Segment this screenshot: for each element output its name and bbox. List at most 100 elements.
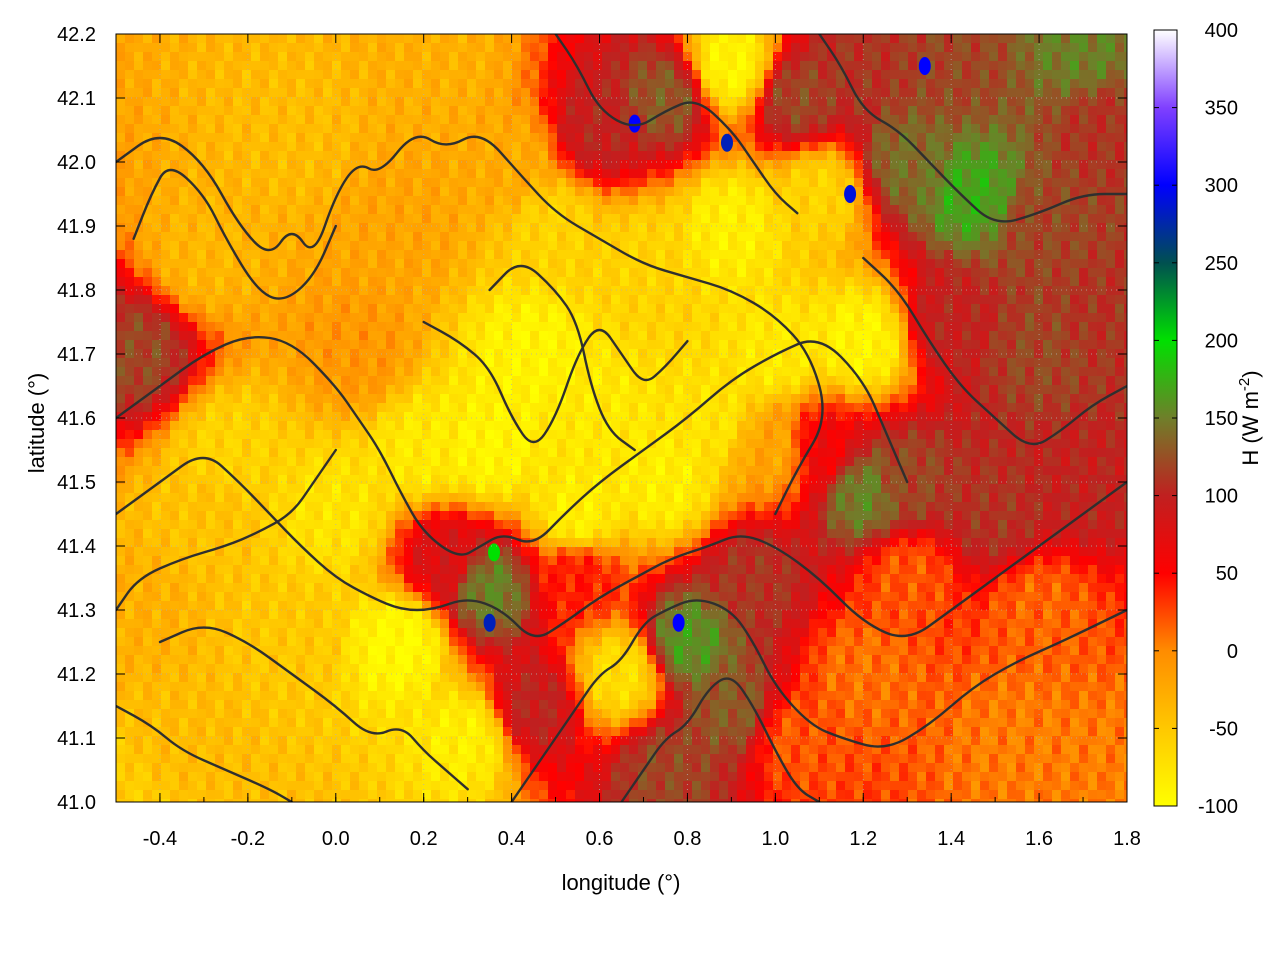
heatmap-cell — [431, 169, 441, 179]
heatmap-cell — [530, 205, 540, 215]
heatmap-cell — [125, 106, 135, 116]
heatmap-cell — [1115, 178, 1125, 188]
heatmap-cell — [611, 142, 621, 152]
heatmap-cell — [1043, 232, 1053, 242]
heatmap-cell — [332, 43, 342, 53]
heatmap-cell — [899, 34, 909, 44]
heatmap-cell — [674, 223, 684, 233]
heatmap-cell — [944, 88, 954, 98]
heatmap-cell — [125, 349, 135, 359]
heatmap-cell — [926, 286, 936, 296]
heatmap-cell — [989, 133, 999, 143]
heatmap-cell — [170, 97, 180, 107]
heatmap-cell — [413, 232, 423, 242]
heatmap-cell — [656, 142, 666, 152]
heatmap-cell — [1061, 394, 1071, 404]
heatmap-cell — [620, 88, 630, 98]
heatmap-cell — [575, 241, 585, 251]
heatmap-cell — [638, 295, 648, 305]
heatmap-cell — [566, 214, 576, 224]
heatmap-cell — [746, 169, 756, 179]
heatmap-cell — [593, 61, 603, 71]
heatmap-cell — [359, 223, 369, 233]
heatmap-cell — [827, 250, 837, 260]
heatmap-cell — [296, 259, 306, 269]
heatmap-cell — [206, 259, 216, 269]
heatmap-cell — [224, 268, 234, 278]
heatmap-cell — [143, 331, 153, 341]
heatmap-cell — [1061, 43, 1071, 53]
heatmap-cell — [647, 358, 657, 368]
heatmap-cell — [782, 313, 792, 323]
heatmap-cell — [782, 295, 792, 305]
heatmap-cell — [998, 43, 1008, 53]
heatmap-cell — [503, 205, 513, 215]
heatmap-cell — [422, 259, 432, 269]
heatmap-cell — [134, 232, 144, 242]
heatmap-cell — [701, 394, 711, 404]
heatmap-cell — [1061, 223, 1071, 233]
heatmap-cell — [125, 304, 135, 314]
heatmap-cell — [710, 385, 720, 395]
heatmap-cell — [143, 286, 153, 296]
heatmap-cell — [638, 70, 648, 80]
heatmap-cell — [566, 295, 576, 305]
heatmap-cell — [566, 340, 576, 350]
heatmap-cell — [989, 106, 999, 116]
heatmap-cell — [431, 52, 441, 62]
heatmap-cell — [692, 205, 702, 215]
heatmap-cell — [467, 259, 477, 269]
heatmap-cell — [872, 106, 882, 116]
heatmap-cell — [1016, 106, 1026, 116]
heatmap-cell — [638, 34, 648, 44]
heatmap-cell — [1115, 232, 1125, 242]
heatmap-cell — [827, 295, 837, 305]
heatmap-cell — [1097, 403, 1107, 413]
heatmap-cell — [125, 70, 135, 80]
heatmap-cell — [683, 61, 693, 71]
heatmap-cell — [899, 52, 909, 62]
heatmap-cell — [755, 367, 765, 377]
heatmap-cell — [872, 214, 882, 224]
heatmap-cell — [1061, 304, 1071, 314]
heatmap-cell — [341, 277, 351, 287]
heatmap-cell — [1124, 97, 1127, 107]
heatmap-cell — [314, 394, 324, 404]
heatmap-cell — [1079, 304, 1089, 314]
heatmap-cell — [908, 52, 918, 62]
heatmap-cell — [296, 403, 306, 413]
heatmap-cell — [134, 106, 144, 116]
heatmap-cell — [539, 403, 549, 413]
heatmap-cell — [530, 160, 540, 170]
heatmap-cell — [152, 160, 162, 170]
heatmap-cell — [1061, 268, 1071, 278]
heatmap-cell — [323, 223, 333, 233]
heatmap-cell — [791, 385, 801, 395]
heatmap-cell — [386, 241, 396, 251]
heatmap-cell — [944, 268, 954, 278]
heatmap-cell — [152, 70, 162, 80]
heatmap-cell — [656, 124, 666, 134]
heatmap-cell — [557, 205, 567, 215]
heatmap-cell — [467, 160, 477, 170]
heatmap-cell — [800, 367, 810, 377]
heatmap-cell — [521, 124, 531, 134]
heatmap-cell — [962, 205, 972, 215]
heatmap-cell — [998, 196, 1008, 206]
heatmap-cell — [116, 421, 126, 431]
heatmap-cell — [170, 277, 180, 287]
heatmap-cell — [467, 43, 477, 53]
heatmap-cell — [467, 313, 477, 323]
heatmap-cell — [278, 277, 288, 287]
heatmap-cell — [458, 394, 468, 404]
heatmap-cell — [701, 205, 711, 215]
heatmap-cell — [197, 61, 207, 71]
heatmap-cell — [647, 169, 657, 179]
heatmap-cell — [998, 160, 1008, 170]
heatmap-cell — [863, 133, 873, 143]
heatmap-cell — [458, 223, 468, 233]
heatmap-cell — [152, 412, 162, 422]
heatmap-cell — [1088, 394, 1098, 404]
heatmap-cell — [935, 250, 945, 260]
heatmap-cell — [377, 124, 387, 134]
